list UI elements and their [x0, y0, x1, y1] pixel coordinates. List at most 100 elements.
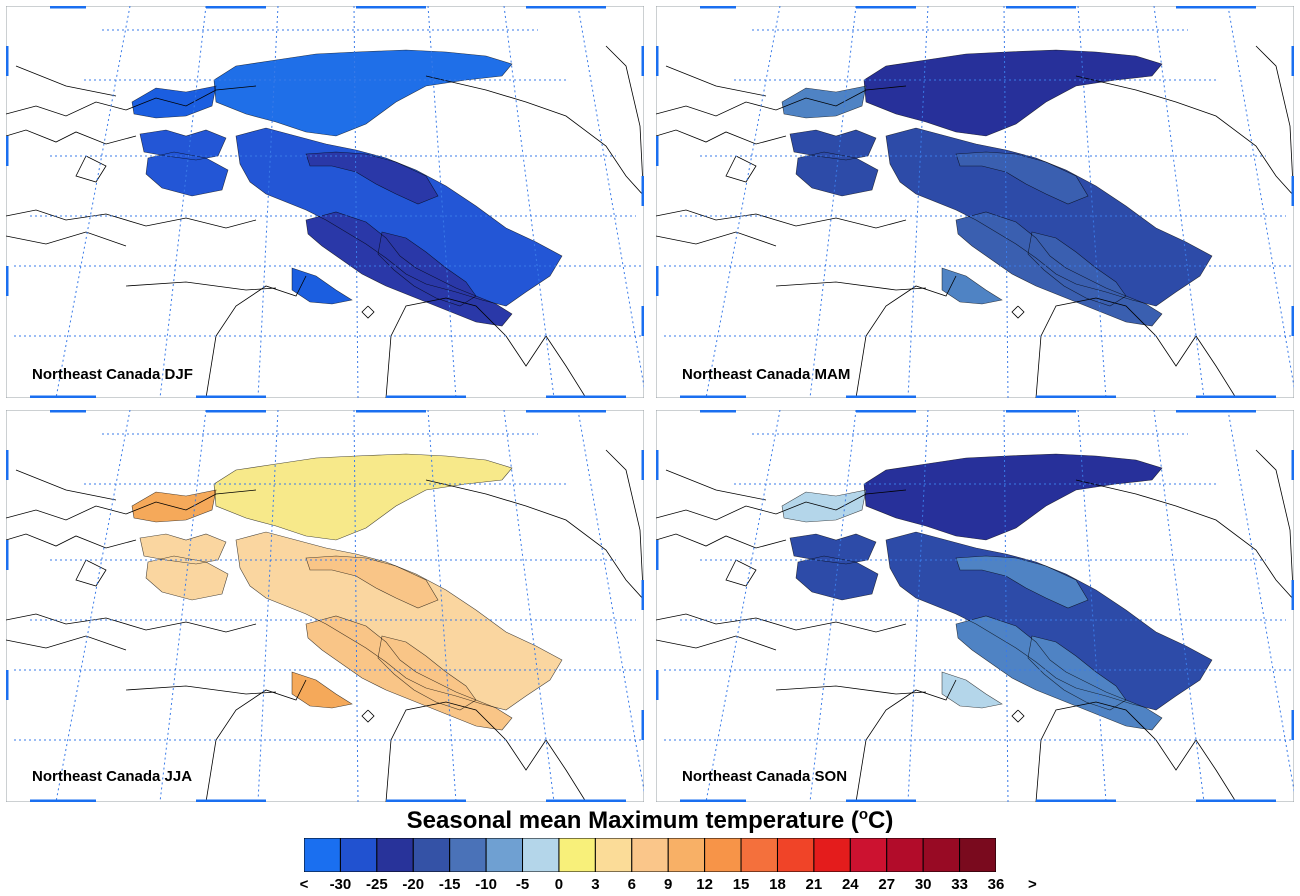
coastline [941, 267, 1003, 305]
coastline [775, 281, 927, 291]
coastline [656, 129, 787, 145]
temperature-region [146, 152, 228, 196]
coastline [1035, 701, 1237, 802]
meridian-gridline [577, 6, 644, 390]
coastline [6, 489, 257, 521]
temperature-region [132, 490, 216, 522]
coastline [75, 155, 107, 183]
coastline [131, 85, 217, 119]
coastline [6, 209, 257, 229]
temperature-region [214, 50, 512, 136]
colorbar-tick-label: 15 [732, 876, 750, 893]
meridian-gridline [55, 410, 131, 802]
coastline [425, 479, 644, 601]
map-panel-mam: Northeast Canada MAM [656, 6, 1294, 398]
coastline [6, 613, 257, 633]
meridian-gridline [1153, 6, 1205, 398]
coastline [139, 533, 227, 565]
colorbar-swatch [412, 838, 451, 872]
temperature-region [864, 50, 1162, 136]
colorbar-tick-label: -5 [515, 876, 530, 893]
meridian-gridline [427, 410, 457, 802]
meridian-gridline [257, 410, 279, 802]
colorbar-swatch [849, 838, 888, 872]
coastline [385, 701, 587, 802]
coastline [605, 449, 644, 611]
temperature-region [378, 232, 476, 306]
colorbar-tick-label: -30 [329, 876, 352, 893]
colorbar-tick-label: 21 [805, 876, 823, 893]
coastline [6, 231, 127, 247]
temperature-region [790, 534, 876, 564]
temperature-region [796, 152, 878, 196]
coastline [1027, 635, 1127, 711]
colorbar-tick-label: -15 [438, 876, 461, 893]
coastline [775, 685, 927, 695]
colorbar-swatch [631, 838, 669, 872]
temperature-region [796, 556, 878, 600]
coastline [605, 45, 644, 207]
coastline [656, 635, 777, 651]
coastline [1075, 75, 1294, 197]
temperature-region [886, 128, 1212, 306]
colorbar-swatch [304, 838, 341, 872]
colorbar-swatch [485, 838, 524, 872]
coastline [781, 489, 867, 523]
colorbar-tick-label: 6 [627, 876, 636, 893]
temperature-region [292, 268, 352, 304]
coastline [1011, 305, 1025, 319]
map-son [656, 410, 1294, 802]
colorbar-swatch [776, 838, 815, 872]
meridian-gridline [353, 410, 359, 802]
coastline [15, 65, 117, 97]
colorbar-swatch [339, 838, 378, 872]
temperature-region [886, 532, 1212, 710]
coastline [305, 615, 513, 731]
coastline [6, 85, 257, 117]
coastline [377, 231, 477, 307]
coastline [795, 151, 879, 197]
coastline [955, 151, 1089, 205]
coastline [1035, 297, 1237, 398]
coastline [125, 685, 277, 695]
panel-title-djf: Northeast Canada DJF [32, 366, 193, 383]
colorbar-tick-label: 33 [951, 876, 968, 893]
colorbar-tick-label: < [299, 876, 309, 893]
colorbar-title: Seasonal mean Maximum temperature (oC) [0, 806, 1300, 835]
temperature-region [146, 556, 228, 600]
panel-title-jja: Northeast Canada JJA [32, 768, 193, 785]
coastline [656, 533, 787, 549]
meridian-gridline [257, 6, 279, 398]
meridian-gridline [1077, 410, 1107, 802]
colorbar-tick-label: 36 [987, 876, 1005, 893]
coastline [305, 211, 513, 327]
coastline [863, 49, 1163, 137]
coastline [1075, 479, 1294, 601]
colorbar [304, 838, 996, 872]
coastline [855, 679, 957, 802]
coastline [1255, 45, 1294, 207]
colorbar-title-unit: C) [868, 807, 894, 834]
coastline [656, 231, 777, 247]
colorbar-swatch [449, 838, 487, 872]
map-panel-jja: Northeast Canada JJA [6, 410, 644, 802]
map-jja [6, 410, 644, 802]
coastline [941, 671, 1003, 709]
temperature-region [236, 532, 562, 710]
panel-title-mam: Northeast Canada MAM [682, 366, 851, 383]
meridian-gridline [907, 410, 929, 802]
colorbar-tick-label: > [1028, 876, 1037, 893]
coastline [725, 155, 757, 183]
coastline [863, 453, 1163, 541]
colorbar-tick-label: 9 [664, 876, 673, 893]
coastline [291, 267, 353, 305]
colorbar-tick-label: -10 [475, 876, 497, 893]
colorbar-tick-label: 24 [841, 876, 859, 893]
coastline [665, 65, 767, 97]
coastline [131, 489, 217, 523]
meridian-gridline [1003, 6, 1009, 398]
colorbar-swatch [886, 838, 924, 872]
coastline [885, 531, 1213, 711]
coastline [6, 129, 137, 145]
meridian-gridline [1227, 6, 1294, 390]
